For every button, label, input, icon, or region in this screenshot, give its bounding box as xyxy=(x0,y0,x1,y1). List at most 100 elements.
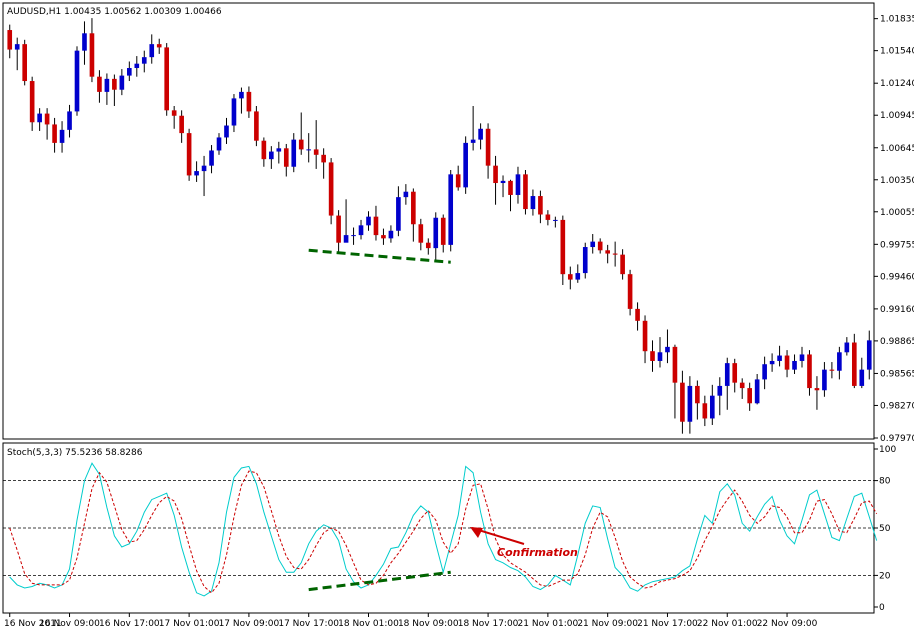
price-tick-label: 0.99755 xyxy=(880,240,914,250)
candle-body xyxy=(642,320,648,352)
candle-body xyxy=(254,111,259,141)
candle-body xyxy=(127,68,132,76)
candle-body xyxy=(411,191,416,225)
candle-body xyxy=(194,171,199,176)
candle-body xyxy=(418,224,424,243)
trendlines xyxy=(308,248,451,592)
candle-body xyxy=(141,57,147,64)
candle-body xyxy=(149,44,155,58)
candle-body xyxy=(276,148,282,152)
candle-body xyxy=(500,180,506,184)
candle-body xyxy=(739,382,745,389)
candle-body xyxy=(164,47,170,111)
candle-body xyxy=(179,115,184,134)
candle-body xyxy=(837,352,842,371)
candle-body xyxy=(582,247,588,274)
stoch-tick-label: 50 xyxy=(879,524,891,534)
candle-body xyxy=(306,149,312,151)
candle-body xyxy=(455,174,461,188)
candle-body xyxy=(104,78,110,92)
candle-body xyxy=(866,340,872,370)
candle-body xyxy=(298,139,304,150)
candle-body xyxy=(366,216,371,226)
stoch-trendline xyxy=(308,570,451,592)
candle-body xyxy=(52,124,57,143)
price-axis: 1.01835 1.01540 1.01240 1.00945 1.00645 1.003… xyxy=(874,15,914,444)
candle-body xyxy=(485,128,491,166)
candle-body xyxy=(822,369,827,391)
price-chart-title: AUDUSD,H1 1.00435 1.00562 1.00309 1.0046… xyxy=(7,7,222,17)
candle-body xyxy=(328,162,334,216)
time-tick-label: 18 Nov 09:00 xyxy=(398,619,459,629)
candle-body xyxy=(7,30,13,50)
price-tick-label: 1.00055 xyxy=(880,208,914,218)
candle-body xyxy=(612,253,618,255)
candle-body xyxy=(844,342,850,353)
candle-body xyxy=(627,274,633,309)
price-tick-label: 0.98565 xyxy=(880,369,914,379)
candle-body xyxy=(620,254,625,275)
candle-body xyxy=(553,219,558,221)
candle-body xyxy=(560,219,566,275)
candle-body xyxy=(807,354,812,389)
time-tick-label: 17 Nov 01:00 xyxy=(159,619,220,629)
price-tick-label: 0.97970 xyxy=(880,434,914,444)
time-tick-label: 17 Nov 09:00 xyxy=(219,619,280,629)
candle-body xyxy=(687,385,693,422)
candle-body xyxy=(448,174,454,245)
candle-body xyxy=(261,140,267,160)
candle-body xyxy=(709,395,715,419)
confirmation-annotation: Confirmation xyxy=(470,527,578,559)
candle-body xyxy=(373,216,379,236)
candle-body xyxy=(388,230,394,239)
price-tick-label: 0.98270 xyxy=(880,401,914,411)
candle-body xyxy=(724,363,730,386)
candle-body xyxy=(97,76,102,92)
candle-body xyxy=(67,111,72,130)
stoch-title: Stoch(5,3,3) 75.5236 58.8286 xyxy=(7,448,143,458)
stoch-signal-line xyxy=(9,470,878,594)
candle-body xyxy=(680,382,685,422)
price-tick-label: 0.99160 xyxy=(880,305,914,315)
confirmation-label: Confirmation xyxy=(497,546,578,559)
price-tick-label: 1.01540 xyxy=(880,47,914,57)
candle-body xyxy=(29,81,35,123)
time-tick-label: 16 Nov 2011 xyxy=(4,619,62,629)
price-tick-label: 1.00645 xyxy=(880,144,914,154)
price-tick-label: 0.99460 xyxy=(880,272,914,282)
time-tick-label: 18 Nov 01:00 xyxy=(338,619,399,629)
candle-body xyxy=(597,241,603,251)
candle-body xyxy=(171,110,177,116)
candle-body xyxy=(605,250,610,254)
candle-body xyxy=(657,352,663,361)
time-tick-label: 21 Nov 01:00 xyxy=(518,619,579,629)
confirmation-arrow-head xyxy=(470,527,483,538)
candle-body xyxy=(283,148,289,167)
candle-body xyxy=(732,363,738,383)
candle-body xyxy=(351,235,356,237)
candle-body xyxy=(777,355,782,361)
candle-body xyxy=(403,191,409,198)
candles xyxy=(7,18,872,434)
candle-body xyxy=(321,154,326,163)
candle-body xyxy=(523,174,528,210)
candle-body xyxy=(717,385,723,396)
candle-body xyxy=(859,369,865,386)
candle-body xyxy=(784,355,790,370)
candle-body xyxy=(635,308,640,321)
candle-body xyxy=(119,75,125,90)
candle-body xyxy=(470,139,476,143)
candle-body xyxy=(814,388,820,391)
price-tick-label: 0.98865 xyxy=(880,337,914,347)
candle-body xyxy=(313,149,319,155)
stoch-tick-label: 0 xyxy=(879,603,885,613)
time-tick-label: 16 Nov 09:00 xyxy=(39,619,100,629)
candle-body xyxy=(754,379,760,404)
candle-body xyxy=(112,78,117,90)
candle-body xyxy=(567,274,573,280)
price-tick-label: 1.01240 xyxy=(880,79,914,89)
candle-body xyxy=(575,273,581,280)
